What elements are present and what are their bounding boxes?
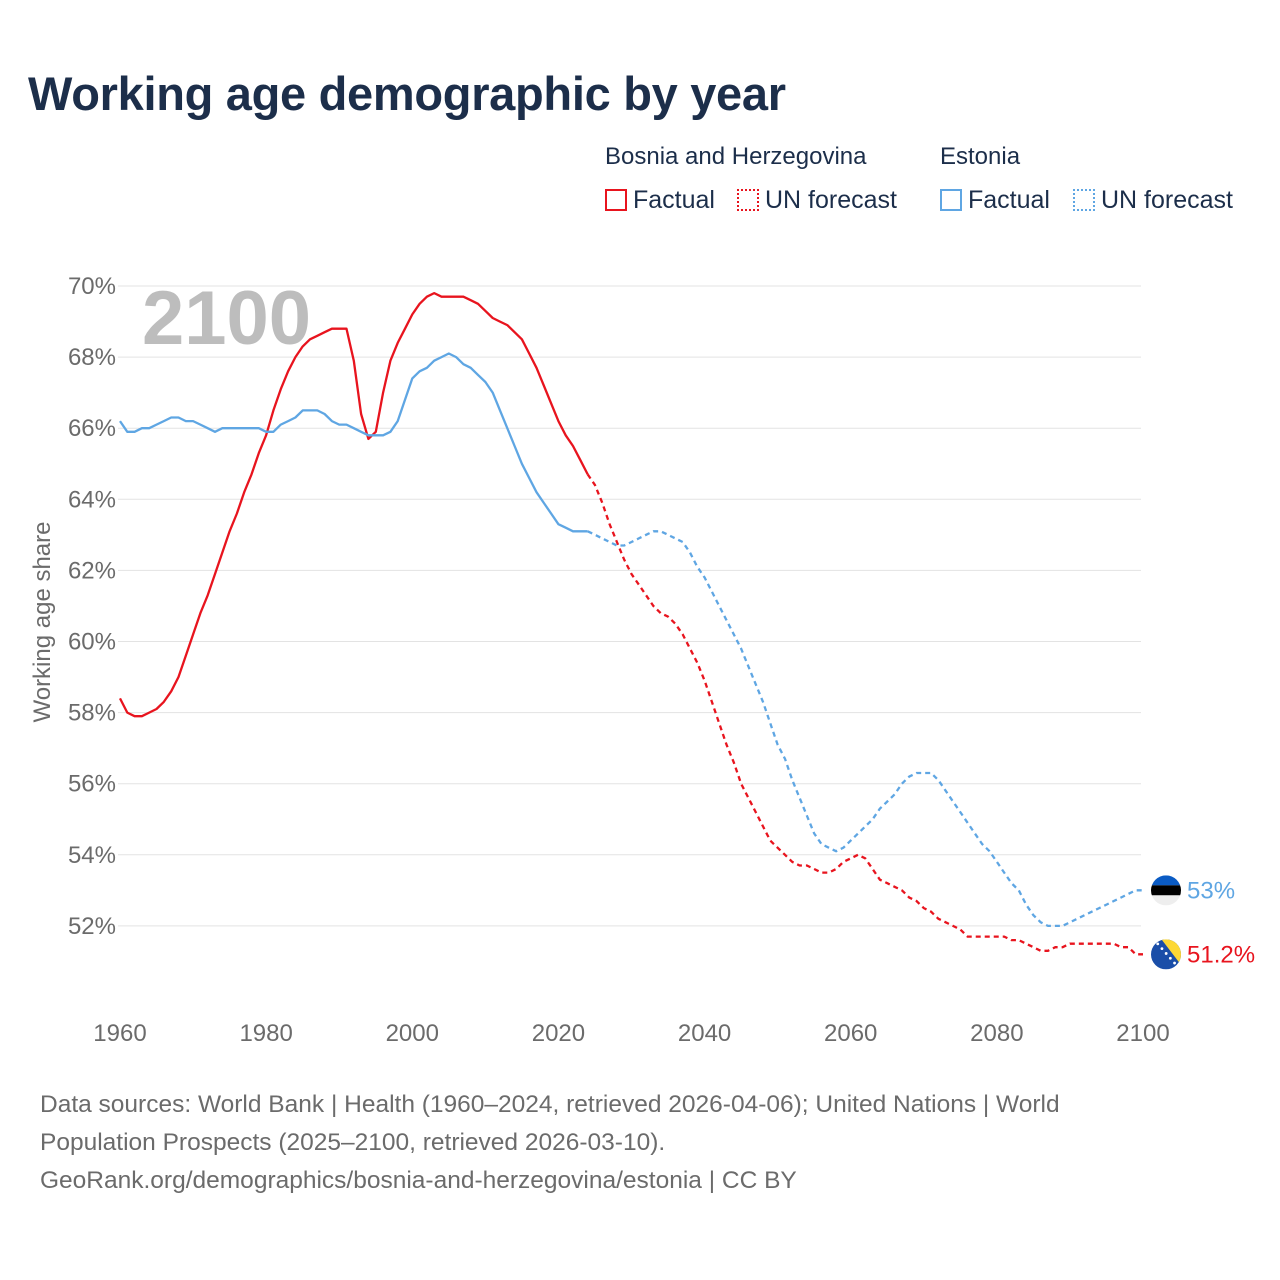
x-tick-label: 2000 (386, 1020, 439, 1047)
estonia-flag (1151, 875, 1181, 906)
legend-item-bosnia-factual[interactable]: Factual (605, 184, 715, 216)
series-line-estonia-forecast[interactable] (587, 530, 1143, 928)
source-note: Data sources: World Bank | Health (1960–… (40, 1086, 1160, 1200)
y-tick-label: 64% (68, 486, 116, 513)
legend-swatch-bosnia-factual (605, 189, 627, 211)
series-line-estonia-factual[interactable] (119, 352, 588, 533)
y-axis-ticks: 52% 54% 56% 58% 60% 62% 64% 66% 68% 70% (68, 273, 116, 940)
y-tick-label: 52% (68, 913, 116, 940)
x-tick-label: 1980 (239, 1020, 292, 1047)
y-tick-label: 60% (68, 629, 116, 656)
end-markers: 51.2% 53% (1151, 875, 1255, 970)
x-tick-label: 1960 (93, 1020, 146, 1047)
legend-swatch-estonia-forecast (1073, 189, 1095, 211)
series-lines (118, 291, 1143, 956)
x-axis-ticks: 1960 1980 2000 2020 2040 2060 2080 2100 (93, 1020, 1169, 1047)
x-tick-label: 2100 (1116, 1020, 1169, 1047)
y-tick-label: 62% (68, 557, 116, 584)
legend-swatch-estonia-factual (940, 189, 962, 211)
legend-label-bosnia-forecast: UN forecast (765, 185, 897, 214)
year-overlay: 2100 (142, 276, 311, 361)
legend-label-estonia-forecast: UN forecast (1101, 185, 1233, 214)
end-value-label: 51.2% (1187, 941, 1255, 968)
chart-title: Working age demographic by year (28, 67, 786, 120)
legend-label-bosnia-factual: Factual (633, 185, 715, 214)
bosnia-and-herzegovina-flag (1151, 939, 1181, 970)
y-tick-label: 54% (68, 842, 116, 869)
x-tick-label: 2040 (678, 1020, 731, 1047)
legend-item-estonia-factual[interactable]: Factual (940, 184, 1050, 216)
source-line-1: Data sources: World Bank | Health (1960–… (40, 1091, 1060, 1156)
series-line-bosnia-and-herzegovina-forecast[interactable] (586, 473, 1143, 956)
legend-title-bosnia: Bosnia and Herzegovina (605, 143, 867, 170)
legend-swatch-bosnia-forecast (737, 189, 759, 211)
source-line-2: GeoRank.org/demographics/bosnia-and-herz… (40, 1167, 797, 1194)
x-tick-label: 2020 (532, 1020, 585, 1047)
y-tick-label: 58% (68, 700, 116, 727)
end-value-label: 53% (1187, 877, 1235, 904)
x-tick-label: 2060 (824, 1020, 877, 1047)
y-tick-label: 66% (68, 415, 116, 442)
y-axis-label: Working age share (29, 522, 56, 723)
y-tick-label: 70% (68, 273, 116, 300)
legend-label-estonia-factual: Factual (968, 185, 1050, 214)
y-tick-label: 56% (68, 771, 116, 798)
legend-title-estonia: Estonia (940, 143, 1021, 170)
series-line-bosnia-and-herzegovina-factual[interactable] (118, 291, 589, 718)
legend-item-bosnia-forecast[interactable]: UN forecast (737, 184, 897, 216)
legend-item-estonia-forecast[interactable]: UN forecast (1073, 184, 1233, 216)
x-tick-label: 2080 (970, 1020, 1023, 1047)
grid-lines (118, 285, 1141, 927)
y-tick-label: 68% (68, 344, 116, 371)
